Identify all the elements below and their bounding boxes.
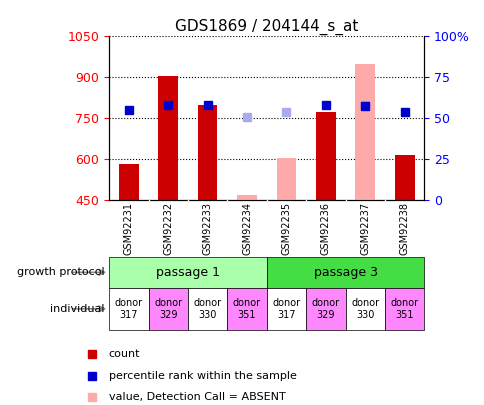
Text: GSM92234: GSM92234 [242, 202, 252, 255]
Bar [227, 288, 266, 330]
Bar [158, 76, 178, 200]
Text: donor
351: donor 351 [390, 298, 418, 320]
Bar [109, 257, 266, 288]
Title: GDS1869 / 204144_s_at: GDS1869 / 204144_s_at [175, 19, 358, 35]
Bar [345, 288, 384, 330]
Bar [266, 257, 424, 288]
Text: GSM92232: GSM92232 [163, 202, 173, 256]
Text: growth protocol: growth protocol [16, 267, 104, 277]
Bar [119, 164, 138, 200]
Text: GSM92233: GSM92233 [202, 202, 212, 255]
Bar [237, 195, 257, 200]
Bar [305, 288, 345, 330]
Text: GSM92235: GSM92235 [281, 202, 291, 256]
Text: percentile rank within the sample: percentile rank within the sample [108, 371, 296, 381]
Bar [109, 288, 148, 330]
Text: donor
330: donor 330 [350, 298, 378, 320]
Bar [276, 158, 296, 200]
Bar [266, 288, 305, 330]
Bar [197, 105, 217, 200]
Bar [148, 288, 187, 330]
Text: donor
317: donor 317 [272, 298, 300, 320]
Text: passage 1: passage 1 [156, 266, 219, 279]
Bar [355, 64, 374, 200]
Text: donor
330: donor 330 [193, 298, 221, 320]
Text: donor
351: donor 351 [232, 298, 260, 320]
Text: value, Detection Call = ABSENT: value, Detection Call = ABSENT [108, 392, 285, 402]
Text: GSM92238: GSM92238 [399, 202, 409, 255]
Text: donor
329: donor 329 [311, 298, 339, 320]
Bar [394, 156, 414, 200]
Bar [316, 112, 335, 200]
Text: passage 3: passage 3 [313, 266, 377, 279]
Bar [384, 288, 424, 330]
Text: GSM92237: GSM92237 [360, 202, 369, 256]
Text: individual: individual [50, 304, 104, 314]
Text: count: count [108, 349, 140, 359]
Bar [187, 288, 227, 330]
Text: donor
317: donor 317 [115, 298, 143, 320]
Text: GSM92231: GSM92231 [123, 202, 134, 255]
Text: donor
329: donor 329 [154, 298, 182, 320]
Text: GSM92236: GSM92236 [320, 202, 330, 255]
